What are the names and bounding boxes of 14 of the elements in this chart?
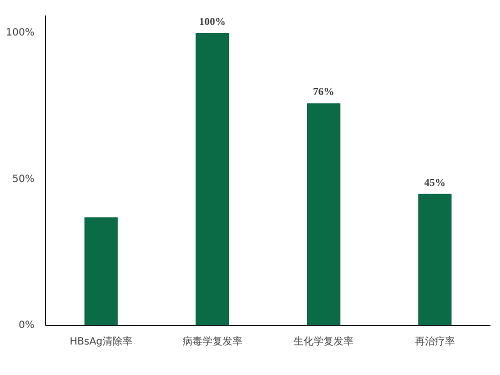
bar: [418, 194, 452, 326]
bar: [84, 217, 118, 326]
bar: [196, 33, 230, 326]
y-tick-label: 100%: [6, 28, 35, 39]
x-tick-label: 再治疗率: [414, 336, 455, 348]
y-tick-label: 0%: [18, 320, 35, 331]
bar: [306, 103, 340, 326]
x-tick-label: 生化学复发率: [294, 336, 354, 348]
data-label: 76%: [312, 87, 334, 98]
data-label: 45%: [424, 178, 446, 189]
data-label: 100%: [199, 17, 226, 28]
x-tick-label: HBsAg清除率: [70, 336, 133, 348]
x-tick-label: 病毒学复发率: [182, 336, 242, 348]
y-tick-label: 50%: [12, 174, 35, 185]
